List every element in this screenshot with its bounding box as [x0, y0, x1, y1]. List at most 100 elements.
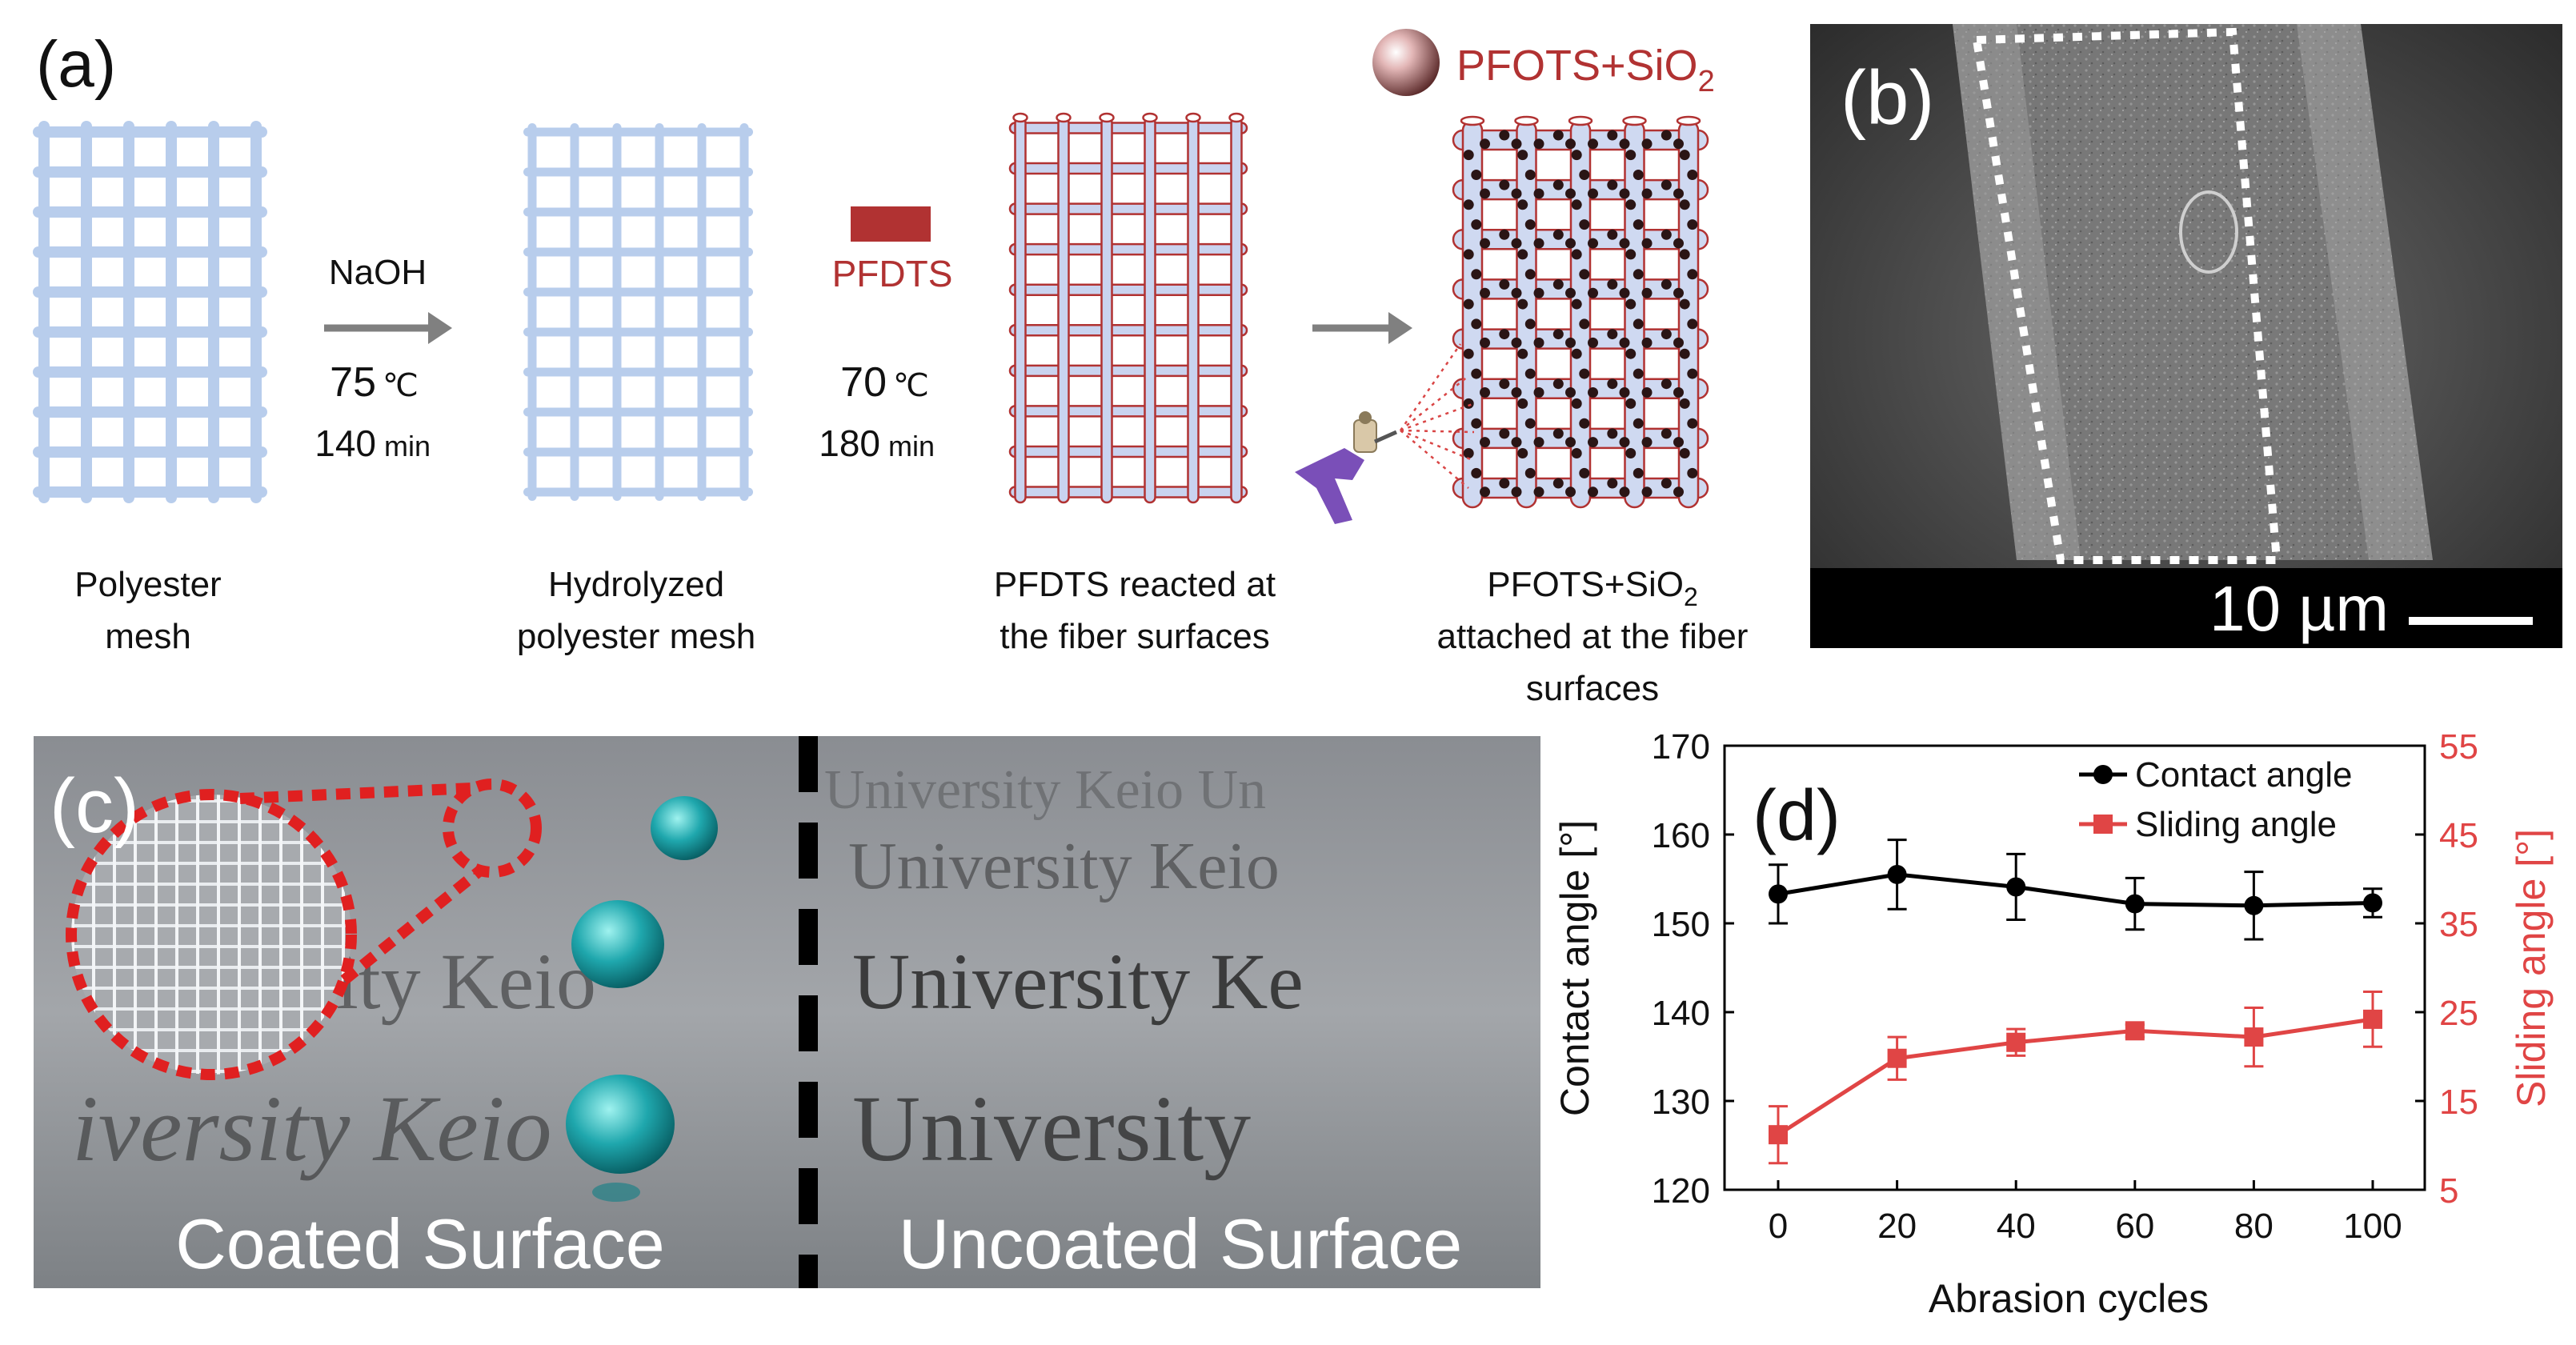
arrow1-temp-value: 75 — [330, 359, 376, 406]
sliding-angle-point — [2244, 1027, 2264, 1047]
sio2-particle — [1471, 368, 1482, 379]
sio2-particle — [1524, 269, 1536, 280]
sem-particle — [2179, 190, 2238, 274]
sio2-particle — [1673, 387, 1685, 398]
legend-text: PFOTS+SiO2 — [1456, 42, 1715, 98]
fiber-end-cap — [1460, 115, 1485, 126]
sio2-particle — [1511, 287, 1522, 298]
sio2-particle — [1480, 138, 1491, 150]
sio2-particle — [1511, 238, 1522, 249]
panel-b: 10 µm (b) — [1810, 24, 2562, 648]
panel-c: University Keio Un University Keio ity K… — [34, 736, 1540, 1288]
zoom-source-circle — [443, 779, 542, 878]
sio2-particle — [1565, 387, 1576, 398]
sio2-particle — [1463, 348, 1474, 359]
mesh-fiber-horizontal — [1008, 324, 1248, 337]
sio2-particle — [1641, 188, 1653, 199]
sio2-particle — [1673, 287, 1685, 298]
sio2-particle — [1633, 318, 1644, 330]
mesh-fiber-vertical — [81, 121, 92, 503]
fiber-end-cap — [1676, 115, 1701, 126]
sio2-particle — [1552, 179, 1564, 190]
sio2-particle — [1673, 486, 1685, 498]
sio2-particle — [1511, 486, 1522, 498]
arrow2-time-unit: min — [888, 430, 935, 462]
sio2-particle — [1588, 486, 1599, 498]
mesh-fiber-horizontal — [33, 446, 267, 458]
sio2-particle — [1517, 249, 1528, 260]
sio2-particle — [1673, 188, 1685, 199]
arrow-step1: NaOH 75 ℃ 140 min — [314, 253, 452, 464]
sio2-particle — [1517, 298, 1528, 310]
sio2-particle — [1533, 486, 1544, 498]
sio2-particle — [1641, 486, 1653, 498]
droplet — [566, 1075, 675, 1174]
sio2-particle — [1641, 138, 1653, 150]
sio2-particle — [1661, 179, 1672, 190]
mesh-fiber-horizontal — [523, 247, 753, 257]
sio2-particle — [1463, 199, 1474, 210]
contact-angle-point — [1769, 884, 1788, 904]
mesh-fiber-horizontal — [523, 287, 753, 297]
arrow3-head — [1388, 312, 1412, 344]
sio2-particle — [1625, 348, 1637, 359]
sio2-particle — [1687, 170, 1698, 180]
sio2-particle — [1625, 249, 1637, 260]
mesh-fiber-vertical — [1100, 116, 1113, 504]
sio2-particle — [1619, 188, 1630, 199]
mesh-fiber-horizontal — [1008, 122, 1248, 134]
sio2-particle — [1619, 387, 1630, 398]
sio2-particle — [1552, 229, 1564, 240]
sem-dashed-region — [1972, 27, 2282, 564]
sio2-particle — [1687, 318, 1698, 330]
mesh-fiber-vertical — [739, 123, 749, 501]
y-left-tick-label: 150 — [1652, 905, 1710, 944]
mesh-fiber-horizontal — [33, 126, 267, 138]
contact-angle-legend-marker — [2093, 765, 2113, 784]
sio2-particle — [1533, 188, 1544, 199]
x-tick-label: 20 — [1877, 1207, 1917, 1246]
sem-fiber-edge-right — [2297, 24, 2433, 560]
sio2-particle — [1480, 238, 1491, 249]
x-tick-label: 0 — [1769, 1207, 1788, 1246]
sio2-particle — [1625, 448, 1637, 458]
sio2-particle — [1625, 150, 1637, 161]
y-axis-left-label: Contact angle [°] — [1552, 820, 1597, 1116]
sio2-particle — [1607, 329, 1618, 340]
mesh-fiber-vertical — [1230, 116, 1243, 504]
arrow1-reagent: NaOH — [329, 253, 427, 292]
y-axis-right-label: Sliding angle [°] — [2509, 829, 2554, 1107]
sio2-particle — [1579, 219, 1590, 230]
sio2-particle — [1661, 478, 1672, 489]
sio2-particle — [1517, 348, 1528, 359]
fiber-end-cap — [1099, 112, 1115, 123]
sio2-particle — [1619, 437, 1630, 448]
bg-text-0: University Keio Un — [824, 759, 1266, 821]
mesh-fiber-horizontal — [1008, 202, 1248, 215]
sio2-particle — [1588, 138, 1599, 150]
sio2-particle — [1633, 170, 1644, 180]
sio2-particle — [1687, 219, 1698, 230]
droplet — [651, 796, 718, 860]
sio2-particle — [1471, 418, 1482, 429]
mesh-fiber-horizontal — [33, 406, 267, 418]
sio2-particle — [1673, 437, 1685, 448]
sio2-particle — [1533, 437, 1544, 448]
sliding-angle-point — [2006, 1032, 2026, 1052]
sio2-particle — [1565, 337, 1576, 348]
mesh-fiber-horizontal — [523, 127, 753, 137]
sio2-particle — [1480, 337, 1491, 348]
sio2-particle — [1571, 448, 1582, 458]
mesh-fiber-vertical — [166, 121, 177, 503]
sio2-particle — [1661, 378, 1672, 390]
sio2-particle — [1579, 418, 1590, 429]
sio2-particle — [1588, 287, 1599, 298]
sliding-angle-point — [1887, 1048, 1907, 1068]
mesh-fiber-vertical — [570, 123, 579, 501]
spray-gun-icon — [1295, 343, 1475, 524]
fiber-end-cap — [1622, 115, 1647, 126]
sio2-particle — [1471, 269, 1482, 280]
sio2-particle — [1524, 418, 1536, 429]
mesh-fiber-vertical — [123, 121, 134, 503]
